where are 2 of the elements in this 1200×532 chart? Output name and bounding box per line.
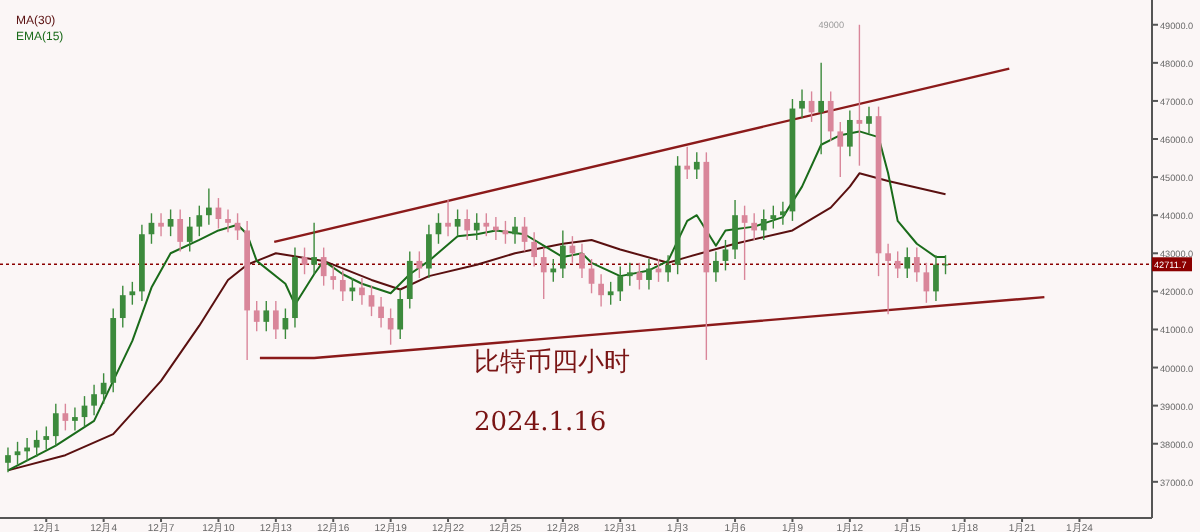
annotation: 比特币四小时: [474, 348, 630, 378]
annotation: 2024.1.16: [474, 408, 607, 438]
